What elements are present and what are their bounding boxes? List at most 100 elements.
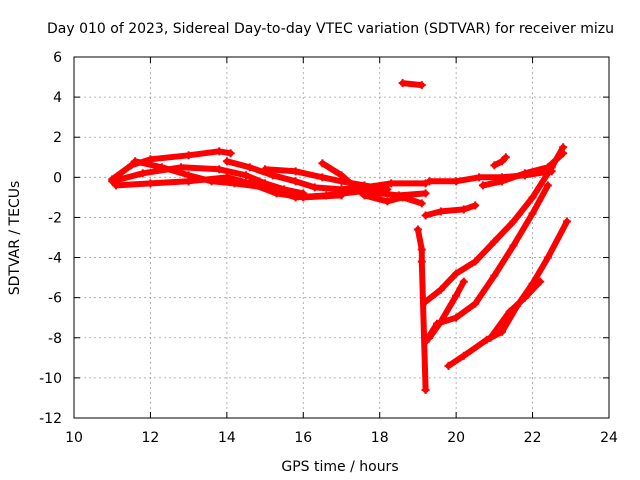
data-point: [131, 157, 140, 166]
data-point: [425, 177, 434, 186]
x-tick-label: 16: [294, 430, 312, 446]
data-point: [471, 257, 480, 266]
data-point: [383, 197, 392, 206]
y-tick-label: 2: [53, 130, 62, 146]
data-point: [383, 185, 392, 194]
data-point: [452, 177, 461, 186]
data-point: [417, 245, 426, 254]
series-track-15: [445, 218, 570, 369]
data-point: [505, 307, 514, 316]
data-point: [184, 171, 193, 180]
data-point: [478, 181, 487, 190]
series-track-11: [422, 202, 479, 219]
y-tick-label: -6: [48, 291, 62, 307]
data-point: [471, 299, 480, 308]
data-point: [184, 151, 193, 160]
data-point: [112, 181, 121, 190]
data-point: [322, 191, 331, 200]
data-point: [230, 179, 239, 188]
data-point: [360, 191, 369, 200]
series-track-14: [426, 278, 467, 341]
data-point: [421, 211, 430, 220]
y-tick-label: -4: [48, 251, 62, 267]
data-point: [215, 165, 224, 174]
data-point: [459, 205, 468, 214]
data-point: [421, 189, 430, 198]
data-point: [452, 313, 461, 322]
x-tick-label: 20: [447, 430, 465, 446]
data-point: [245, 163, 254, 172]
y-tick-label: 6: [53, 50, 62, 66]
x-tick-label: 10: [65, 430, 83, 446]
data-point: [310, 183, 319, 192]
data-point: [486, 333, 495, 342]
data-point: [543, 253, 552, 262]
data-point: [398, 193, 407, 202]
data-point: [475, 173, 484, 182]
data-point: [127, 161, 136, 170]
data-point: [291, 167, 300, 176]
data-point: [444, 361, 453, 370]
data-point: [241, 171, 250, 180]
data-point: [261, 165, 270, 174]
series-track-17: [414, 226, 429, 393]
data-point: [459, 277, 468, 286]
data-point: [417, 199, 426, 208]
x-tick-label: 14: [218, 430, 236, 446]
data-point: [436, 285, 445, 294]
data-point: [536, 277, 545, 286]
data-point: [157, 163, 166, 172]
data-point: [387, 179, 396, 188]
data-point: [417, 257, 426, 266]
data-point: [452, 269, 461, 278]
y-tick-label: -10: [39, 371, 62, 387]
y-tick-label: 0: [53, 170, 62, 186]
x-tick-label: 12: [142, 430, 160, 446]
data-point: [337, 185, 346, 194]
series-track-16: [487, 278, 544, 341]
grid: [74, 57, 609, 418]
data-point: [360, 181, 369, 190]
data-point: [501, 153, 510, 162]
data-point: [413, 225, 422, 234]
data-point: [520, 293, 529, 302]
data-point: [559, 143, 568, 152]
data-point: [528, 193, 537, 202]
data-point: [291, 193, 300, 202]
data-point: [337, 171, 346, 180]
data-point: [490, 237, 499, 246]
data-point: [261, 183, 270, 192]
x-tick-label: 22: [524, 430, 542, 446]
data-point: [498, 157, 506, 166]
data-point: [417, 81, 426, 90]
data-point: [459, 351, 468, 360]
data-point: [398, 79, 407, 88]
data-point: [138, 169, 147, 178]
y-tick-label: -12: [39, 411, 62, 427]
data-point: [436, 317, 445, 326]
chart-title: Day 010 of 2023, Sidereal Day-to-day VTE…: [47, 21, 614, 37]
x-tick-label: 24: [600, 430, 618, 446]
data-point: [509, 217, 518, 226]
x-axis-label: GPS time / hours: [281, 459, 398, 475]
data-point: [291, 177, 300, 186]
data-point: [528, 209, 537, 218]
y-tick-label: -2: [48, 210, 62, 226]
data-point: [452, 291, 461, 300]
data-point: [509, 241, 518, 250]
data-point: [226, 149, 235, 158]
data-point: [207, 177, 216, 186]
series-track-7: [319, 160, 425, 207]
y-axis-label: SDTVAR / TECUs: [7, 181, 23, 296]
data-point: [146, 179, 155, 188]
plot-frame: [73, 56, 610, 419]
data-point: [222, 157, 231, 166]
data-point: [436, 207, 445, 216]
data-point: [421, 385, 430, 394]
data-point: [498, 327, 506, 336]
data-point: [490, 271, 499, 280]
data-point: [215, 147, 224, 156]
data-point: [471, 201, 480, 210]
